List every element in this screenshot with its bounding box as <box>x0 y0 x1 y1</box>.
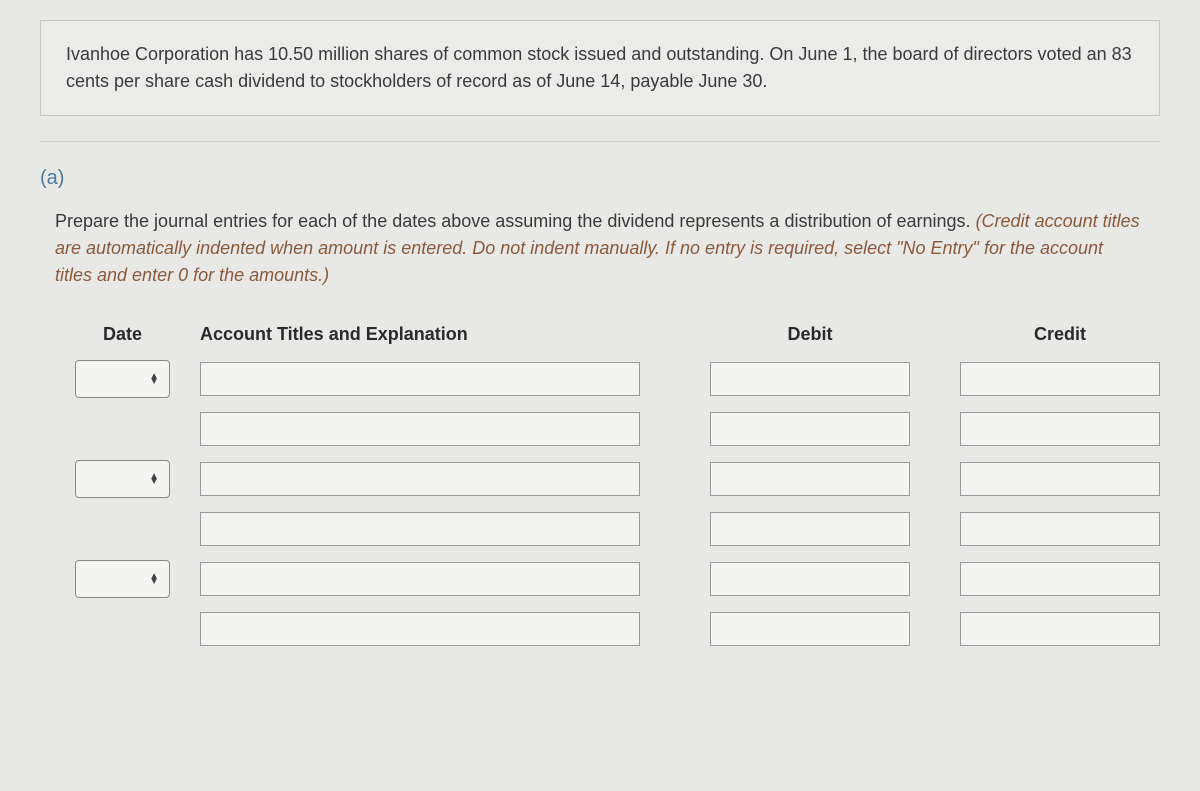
credit-input[interactable] <box>960 412 1160 446</box>
table-header-row: Date Account Titles and Explanation Debi… <box>75 314 1145 360</box>
table-row: ▲▼ <box>75 360 1145 398</box>
debit-input[interactable] <box>710 512 910 546</box>
table-row <box>75 612 1145 646</box>
problem-text: Ivanhoe Corporation has 10.50 million sh… <box>66 44 1132 91</box>
debit-input[interactable] <box>710 462 910 496</box>
debit-input[interactable] <box>710 362 910 396</box>
header-credit: Credit <box>950 324 1170 345</box>
account-title-input[interactable] <box>200 512 640 546</box>
table-row: ▲▼ <box>75 460 1145 498</box>
header-debit: Debit <box>685 324 935 345</box>
header-account: Account Titles and Explanation <box>200 324 670 345</box>
entry-group: ▲▼ <box>75 560 1145 646</box>
instructions: Prepare the journal entries for each of … <box>55 208 1145 289</box>
table-row <box>75 412 1145 446</box>
chevron-updown-icon: ▲▼ <box>149 574 159 584</box>
debit-input[interactable] <box>710 612 910 646</box>
account-title-input[interactable] <box>200 612 640 646</box>
date-selector[interactable]: ▲▼ <box>75 560 170 598</box>
debit-input[interactable] <box>710 562 910 596</box>
account-title-input[interactable] <box>200 362 640 396</box>
part-label: (a) <box>40 167 1160 190</box>
credit-input[interactable] <box>960 512 1160 546</box>
chevron-updown-icon: ▲▼ <box>149 474 159 484</box>
chevron-updown-icon: ▲▼ <box>149 374 159 384</box>
credit-input[interactable] <box>960 362 1160 396</box>
table-row <box>75 512 1145 546</box>
account-title-input[interactable] <box>200 562 640 596</box>
account-title-input[interactable] <box>200 412 640 446</box>
problem-statement: Ivanhoe Corporation has 10.50 million sh… <box>40 20 1160 116</box>
credit-input[interactable] <box>960 562 1160 596</box>
debit-input[interactable] <box>710 412 910 446</box>
account-title-input[interactable] <box>200 462 640 496</box>
table-row: ▲▼ <box>75 560 1145 598</box>
instructions-main: Prepare the journal entries for each of … <box>55 211 976 231</box>
credit-input[interactable] <box>960 612 1160 646</box>
date-selector[interactable]: ▲▼ <box>75 460 170 498</box>
entry-group: ▲▼ <box>75 460 1145 546</box>
divider <box>40 141 1160 142</box>
journal-table: Date Account Titles and Explanation Debi… <box>75 314 1145 646</box>
header-date: Date <box>75 324 185 345</box>
credit-input[interactable] <box>960 462 1160 496</box>
entry-group: ▲▼ <box>75 360 1145 446</box>
date-selector[interactable]: ▲▼ <box>75 360 170 398</box>
